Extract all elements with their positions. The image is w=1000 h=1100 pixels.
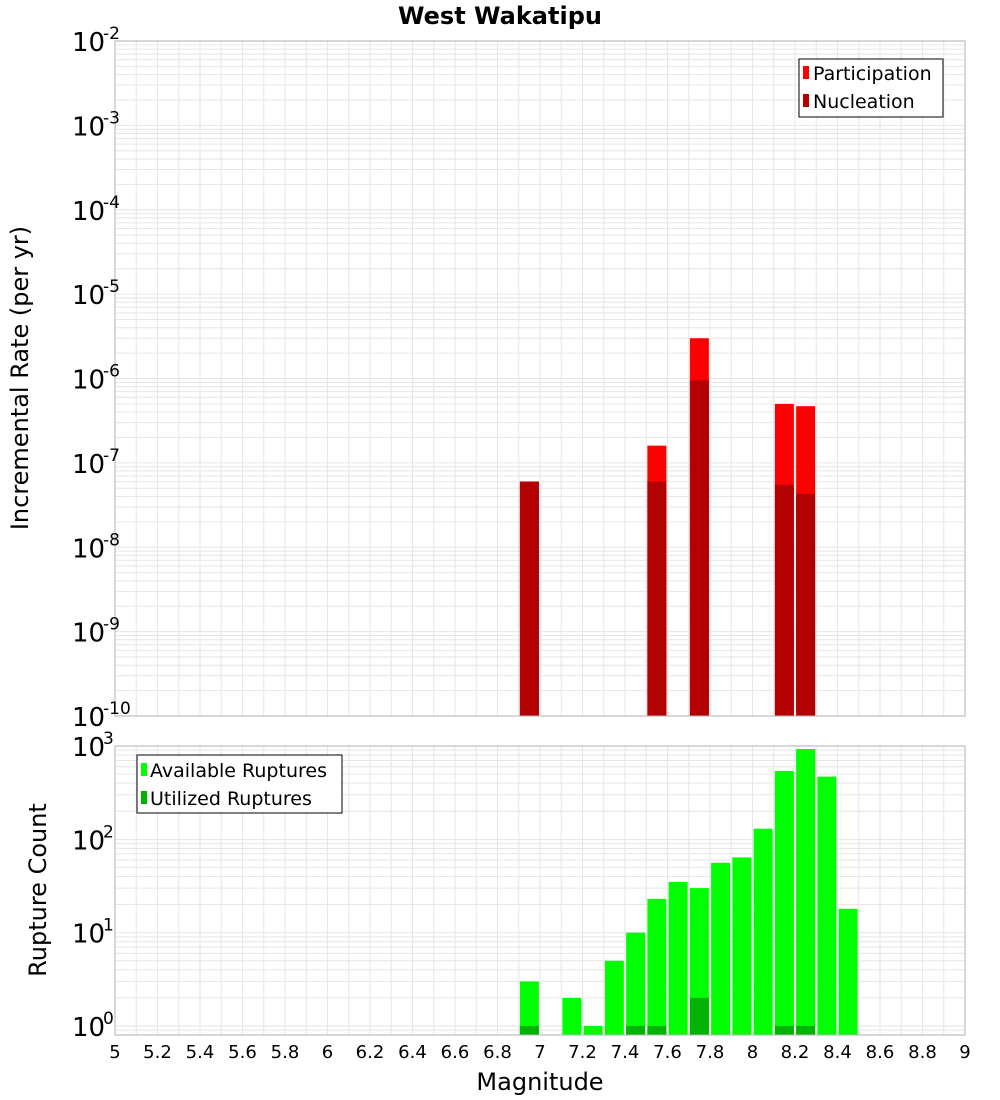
x-tick-label-2: 5.4 xyxy=(186,1042,215,1063)
bottom-plot-frame xyxy=(114,745,966,1036)
bottom-y-axis-label: Rupture Count xyxy=(24,803,52,977)
bottom-bar-available-ruptures-0 xyxy=(519,981,539,1035)
x-tick-label-19: 8.8 xyxy=(908,1042,937,1063)
bottom-bar-available-ruptures-1 xyxy=(562,997,582,1035)
bottom-bar-utilized-ruptures-4 xyxy=(774,1025,794,1035)
top-plot-bars xyxy=(519,338,816,716)
top-bar-nucleation-3 xyxy=(774,484,794,716)
bottom-ytick-exp-3: 3 xyxy=(103,729,114,749)
x-tick-label-16: 8.2 xyxy=(781,1042,810,1063)
x-tick-label-13: 7.6 xyxy=(653,1042,682,1063)
bottom-legend: Available Ruptures Utilized Ruptures xyxy=(136,754,343,814)
bottom-bar-utilized-ruptures-0 xyxy=(519,1025,539,1035)
bottom-plot-bars xyxy=(519,748,858,1035)
top-ytick-base-6: 10 xyxy=(72,197,105,227)
top-plot-grid xyxy=(114,40,966,717)
x-tick-label-0: 5 xyxy=(109,1042,120,1063)
top-bar-nucleation-2 xyxy=(689,380,709,716)
top-legend: Participation Nucleation xyxy=(798,58,944,118)
x-tick-label-8: 6.6 xyxy=(441,1042,470,1063)
top-legend-box xyxy=(798,58,944,118)
legend-label-available-ruptures: Available Ruptures xyxy=(150,760,327,782)
top-ytick-base-5: 10 xyxy=(72,281,105,311)
bottom-ytick-exp-0: 0 xyxy=(103,1009,114,1029)
bottom-bar-available-ruptures-14 xyxy=(838,908,858,1035)
legend-swatch-available-ruptures xyxy=(141,763,147,776)
x-tick-label-17: 8.4 xyxy=(823,1042,852,1063)
bottom-ytick-base-1: 10 xyxy=(72,920,105,950)
top-ytick-exp-6: -4 xyxy=(103,193,120,213)
top-plot-frame xyxy=(114,40,966,717)
x-tick-labels: 5 5.2 5.4 5.6 5.8 6 6.2 6.4 6.6 6.8 7 7.2 7.4 7.6 7.8 8… xyxy=(109,1042,970,1063)
top-ytick-exp-0: -10 xyxy=(103,699,131,719)
top-bar-nucleation-0 xyxy=(519,481,539,716)
bottom-bar-utilized-ruptures-3 xyxy=(689,997,709,1035)
bottom-ytick-base-0: 10 xyxy=(72,1013,105,1043)
bottom-bar-available-ruptures-9 xyxy=(732,857,752,1035)
top-ytick-base-3: 10 xyxy=(72,450,105,480)
top-ytick-exp-1: -9 xyxy=(103,615,120,635)
top-y-axis-label: Incremental Rate (per yr) xyxy=(6,226,34,530)
x-axis-label: Magnitude xyxy=(476,1068,603,1096)
x-tick-label-14: 7.8 xyxy=(696,1042,725,1063)
bottom-bar-available-ruptures-11 xyxy=(774,770,794,1035)
bottom-bar-available-ruptures-13 xyxy=(817,776,837,1035)
bottom-bar-utilized-ruptures-2 xyxy=(647,1025,667,1035)
top-ytick-base-4: 10 xyxy=(72,366,105,396)
x-tick-label-10: 7 xyxy=(534,1042,545,1063)
legend-label-utilized-ruptures: Utilized Ruptures xyxy=(150,788,312,810)
bottom-bar-utilized-ruptures-5 xyxy=(796,1025,816,1035)
bottom-bar-available-ruptures-4 xyxy=(626,932,646,1035)
top-ytick-base-2: 10 xyxy=(72,534,105,564)
legend-swatch-utilized-ruptures xyxy=(141,791,147,804)
bottom-bar-available-ruptures-3 xyxy=(604,960,624,1035)
top-ytick-exp-5: -5 xyxy=(103,277,120,297)
top-bar-nucleation-1 xyxy=(647,481,667,716)
bottom-legend-box xyxy=(136,754,343,814)
x-tick-label-4: 5.8 xyxy=(271,1042,300,1063)
x-tick-label-7: 6.4 xyxy=(398,1042,427,1063)
x-tick-label-12: 7.4 xyxy=(611,1042,640,1063)
legend-swatch-nucleation xyxy=(803,94,809,107)
x-tick-label-6: 6.2 xyxy=(356,1042,385,1063)
x-tick-label-3: 5.6 xyxy=(228,1042,257,1063)
top-ytick-base-8: 10 xyxy=(72,28,105,58)
top-ytick-exp-2: -8 xyxy=(103,530,120,550)
top-ytick-base-0: 10 xyxy=(72,703,105,733)
x-tick-label-1: 5.2 xyxy=(143,1042,172,1063)
bottom-bar-available-ruptures-6 xyxy=(668,881,688,1035)
legend-label-participation: Participation xyxy=(813,63,932,85)
top-bar-nucleation-4 xyxy=(796,493,816,716)
bottom-ytick-exp-1: 1 xyxy=(103,916,114,936)
bottom-bar-available-ruptures-10 xyxy=(753,828,773,1035)
top-ytick-base-7: 10 xyxy=(72,112,105,142)
top-ytick-base-1: 10 xyxy=(72,619,105,649)
x-tick-label-15: 8 xyxy=(747,1042,758,1063)
legend-label-nucleation: Nucleation xyxy=(813,91,915,113)
top-ytick-exp-4: -6 xyxy=(103,362,120,382)
bottom-bar-utilized-ruptures-1 xyxy=(626,1025,646,1035)
bottom-bar-available-ruptures-5 xyxy=(647,898,667,1035)
top-ytick-exp-7: -3 xyxy=(103,108,120,128)
x-tick-label-11: 7.2 xyxy=(568,1042,597,1063)
bottom-ytick-base-2: 10 xyxy=(72,826,105,856)
top-ytick-exp-8: -2 xyxy=(103,24,120,44)
x-tick-label-18: 8.6 xyxy=(866,1042,895,1063)
bottom-bar-available-ruptures-12 xyxy=(796,748,816,1035)
bottom-bar-available-ruptures-2 xyxy=(583,1025,603,1035)
bottom-ytick-base-3: 10 xyxy=(72,733,105,763)
top-ytick-exp-3: -7 xyxy=(103,446,120,466)
x-tick-label-5: 6 xyxy=(322,1042,333,1063)
legend-swatch-participation xyxy=(803,66,809,79)
x-tick-label-20: 9 xyxy=(959,1042,970,1063)
bottom-ytick-exp-2: 2 xyxy=(103,822,114,842)
chart-title: West Wakatipu xyxy=(398,2,602,30)
x-tick-label-9: 6.8 xyxy=(483,1042,512,1063)
bottom-bar-available-ruptures-8 xyxy=(711,862,731,1035)
